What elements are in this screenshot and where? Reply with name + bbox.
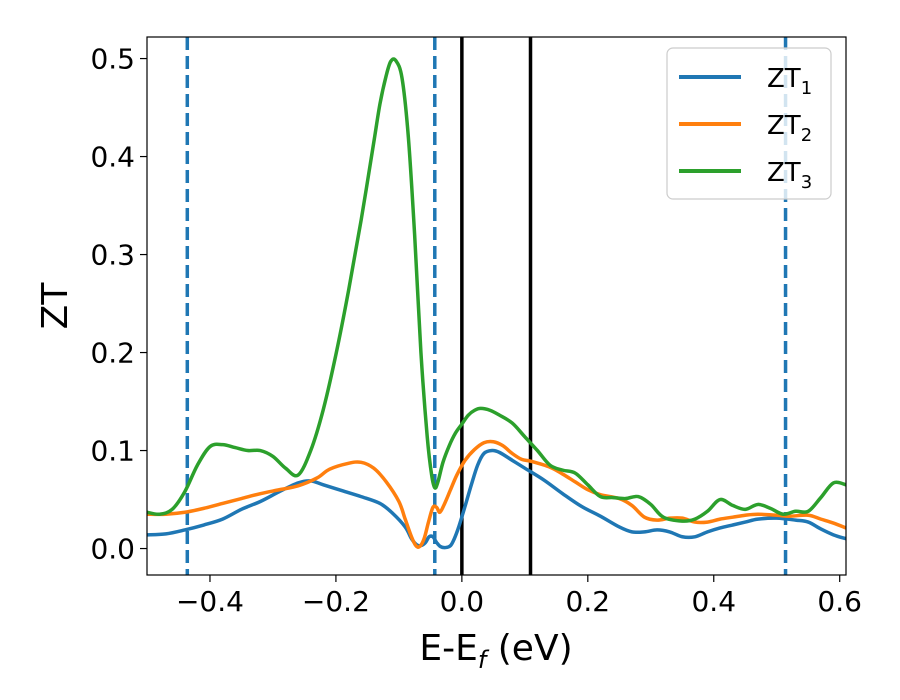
x-tick-label: −0.2 [302,585,370,618]
x-tick-label: −0.4 [176,585,244,618]
y-tick-label: 0.2 [90,337,135,370]
x-tick-label: 0.6 [817,585,862,618]
x-tick-label: 0.0 [440,585,485,618]
series-line-zt3 [147,57,846,523]
x-axis-ticks: −0.4 −0.2 0.0 0.2 0.4 0.6 [176,575,862,618]
x-axis-title-suffix: (eV) [486,628,572,669]
series-line-zt2 [147,439,846,549]
y-tick-label: 0.1 [90,435,135,468]
legend-frame [666,47,832,200]
series-lines [147,57,846,550]
y-tick-label: 0.0 [90,533,135,566]
plot-frame [146,36,847,576]
y-tick-label: 0.5 [90,43,135,76]
legend: ZT1 ZT2 ZT3 [666,47,832,200]
y-tick-label: 0.3 [90,239,135,272]
legend-label-zt3: ZT3 [767,158,812,193]
y-axis-ticks: 0.0 0.1 0.2 0.3 0.4 0.5 [90,43,147,566]
x-tick-label: 0.2 [566,585,611,618]
legend-label-zt1: ZT1 [767,64,812,99]
x-tick-label: 0.4 [691,585,736,618]
x-axis-title: E-Ef (eV) [419,628,572,674]
y-tick-label: 0.4 [90,141,135,174]
legend-label-zt2: ZT2 [767,111,812,146]
series-line-zt1 [147,448,846,550]
y-axis-title: ZT [35,282,76,330]
x-axis-title-main: E-E [419,628,477,669]
